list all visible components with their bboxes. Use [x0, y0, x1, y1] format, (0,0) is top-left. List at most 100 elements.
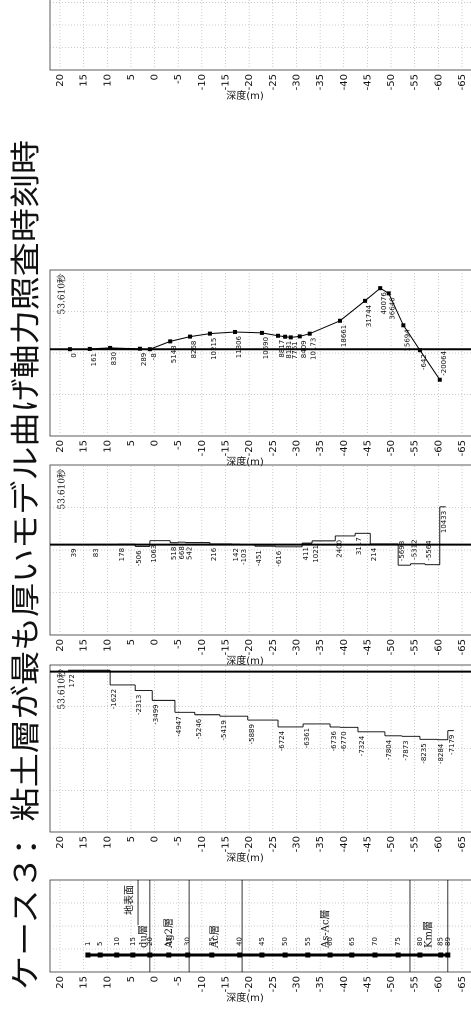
point-marker [386, 291, 391, 296]
surface-label: 地表面 [123, 885, 136, 915]
value-label: -3499 [152, 704, 160, 724]
y-tick-label: -20 [244, 976, 255, 992]
y-tick-label: 15 [79, 74, 90, 87]
value-label: -5312 [410, 539, 418, 559]
value-label: 0 [70, 353, 78, 357]
point-marker [168, 339, 173, 344]
y-tick-label: -35 [315, 440, 326, 456]
node-label: 80 [416, 937, 424, 946]
y-axis-label: 深度(m) [226, 89, 264, 102]
y-tick-label: -25 [268, 74, 279, 90]
node-dot [327, 952, 333, 958]
y-tick-label: -35 [315, 976, 326, 992]
y-tick-label: 5 [126, 74, 137, 80]
value-label: 10173 [310, 338, 318, 360]
value-label: -7179 [448, 735, 456, 755]
y-tick-label: -55 [410, 976, 421, 992]
value-label: 83 [92, 548, 100, 557]
value-label: 161 [90, 353, 98, 366]
y-tick-label: -10 [197, 976, 208, 992]
y-tick-label: 20 [55, 639, 66, 652]
point-marker [207, 331, 212, 336]
y-tick-label: -40 [339, 836, 350, 852]
y-tick-label: -25 [268, 639, 279, 655]
point-marker [108, 345, 113, 350]
y-tick-label: 20 [55, 74, 66, 87]
node-label: 40 [236, 937, 244, 946]
value-label: -6736 [330, 730, 338, 751]
page-title: ケース３：粘土層が最も厚いモデル曲げ軸力照査時刻時 [9, 140, 44, 990]
node-label: 10 [113, 937, 121, 946]
point-marker [188, 334, 193, 339]
value-label: -8 [150, 353, 158, 360]
value-label: -5889 [248, 724, 256, 744]
point-marker [259, 330, 264, 335]
y-tick-label: -45 [362, 836, 373, 852]
node-dot [185, 952, 191, 958]
point-marker [437, 377, 442, 382]
y-tick-label: -25 [268, 440, 279, 456]
value-label: -7804 [385, 739, 393, 760]
y-tick-label: -60 [433, 74, 444, 90]
y-tick-label: 5 [126, 976, 137, 982]
y-tick-label: -35 [315, 74, 326, 90]
value-label: 830 [110, 352, 118, 365]
node-label: 15 [129, 937, 137, 946]
panel-frame [49, 0, 471, 71]
layer-name: du層 [137, 925, 149, 948]
value-label: 8181 [285, 341, 293, 359]
landscape-sheet: ケース３：粘土層が最も厚いモデル曲げ軸力照査時刻時 20 15 10 5 0 -5 -10-… [9, 0, 471, 1004]
layer-name: Ac層 [209, 925, 221, 949]
y-tick-label: 15 [79, 836, 90, 849]
node-label: 60 [326, 937, 334, 946]
value-label: -20064 [440, 350, 448, 375]
y-tick-label: 0 [150, 836, 161, 842]
value-label: -451 [255, 550, 263, 566]
node-label: 65 [348, 937, 356, 946]
y-tick-label: -50 [386, 976, 397, 992]
y-tick-label: 20 [55, 440, 66, 453]
y-tick-label: -55 [410, 440, 421, 456]
value-label: 411 [302, 547, 310, 560]
value-label: 10690 [262, 337, 270, 359]
y-tick-label: 5 [126, 836, 137, 842]
value-label: -642 [420, 354, 428, 370]
node-label: 50 [281, 937, 289, 946]
value-label: -4947 [175, 716, 183, 736]
value-label: 39 [70, 548, 78, 557]
value-label: 40076 [380, 292, 388, 315]
point-marker [232, 329, 237, 334]
value-label: 172 [68, 674, 76, 687]
y-tick-label: 10 [102, 976, 113, 989]
node-label: 75 [394, 937, 402, 946]
y-tick-label: -45 [362, 639, 373, 655]
value-label: 518 [170, 547, 178, 560]
y-tick-label: -15 [221, 74, 232, 90]
node-label: 70 [371, 937, 379, 946]
node-dot [445, 952, 451, 958]
y-tick-label: -15 [221, 440, 232, 456]
y-tick-label: -65 [457, 836, 468, 852]
y-tick-label: 5 [126, 440, 137, 446]
node-label: 5 [96, 942, 104, 946]
value-label: -8235 [420, 743, 428, 763]
node-label: 1 [84, 942, 92, 946]
y-tick-label: -25 [268, 836, 279, 852]
y-tick-label: -65 [457, 639, 468, 655]
value-label: 214 [370, 547, 378, 561]
y-tick-label: 0 [150, 440, 161, 446]
y-tick-label: -20 [244, 836, 255, 852]
y-tick-label: 10 [102, 639, 113, 652]
y-tick-label: 0 [150, 976, 161, 982]
value-label: -8284 [437, 743, 445, 764]
node-dot [305, 952, 311, 958]
y-tick-label: -45 [362, 976, 373, 992]
y-tick-label: -50 [386, 74, 397, 90]
point-marker [276, 333, 281, 338]
point-marker [137, 346, 142, 351]
y-tick-label: 10 [102, 440, 113, 453]
point-marker [363, 298, 368, 303]
value-label: 18661 [340, 325, 348, 347]
node-dot [130, 952, 136, 958]
